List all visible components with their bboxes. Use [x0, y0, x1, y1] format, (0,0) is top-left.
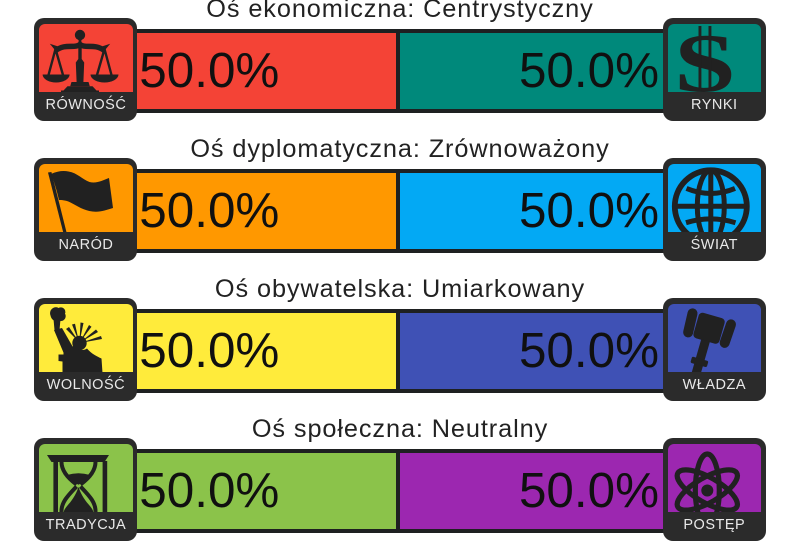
svg-text:S: S	[674, 24, 736, 93]
